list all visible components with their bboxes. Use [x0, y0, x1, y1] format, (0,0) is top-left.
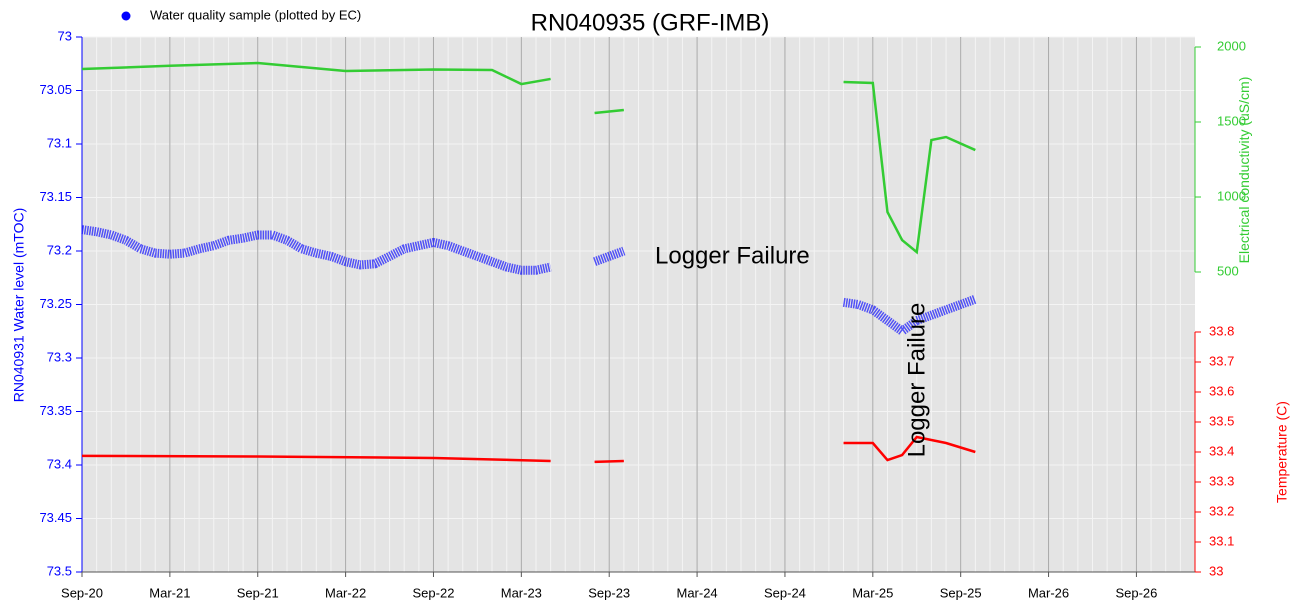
annotation: Logger Failure [903, 303, 930, 458]
x-tick-label: Mar-24 [676, 585, 717, 600]
y2-tick-label: 2000 [1217, 38, 1246, 53]
x-tick-label: Sep-22 [413, 585, 455, 600]
x-tick-label: Mar-26 [1028, 585, 1069, 600]
y3-axis-label: Temperature (C) [1274, 401, 1290, 503]
x-tick-label: Sep-20 [61, 585, 103, 600]
y-axis-label: RN040931 Water level (mTOC) [11, 208, 27, 403]
y-tick-label: 73.45 [39, 510, 72, 525]
legend-marker [121, 11, 131, 21]
x-tick-label: Mar-25 [852, 585, 893, 600]
x-tick-label: Mar-22 [325, 585, 366, 600]
y-tick-label: 73.5 [47, 563, 72, 578]
y3-tick-label: 33.5 [1209, 413, 1234, 428]
series-line [81, 61, 976, 255]
x-tick-label: Sep-21 [237, 585, 279, 600]
series-line [81, 435, 976, 464]
y-tick-label: 73.2 [47, 242, 72, 257]
x-tick-label: Mar-21 [149, 585, 190, 600]
legend-label: Water quality sample (plotted by EC) [150, 7, 361, 22]
x-tick-label: Sep-24 [764, 585, 806, 600]
y-tick-label: 73 [58, 28, 72, 43]
y3-tick-label: 33.3 [1209, 473, 1234, 488]
y3-tick-label: 33.8 [1209, 323, 1234, 338]
y3-tick-label: 33.1 [1209, 533, 1234, 548]
x-tick-label: Mar-23 [501, 585, 542, 600]
y-tick-label: 73.1 [47, 135, 72, 150]
y2-axis-label-box: Electrical conductivity (uS/cm) [1236, 76, 1252, 264]
y3-tick-label: 33.4 [1209, 443, 1234, 458]
y3-tick-label: 33.7 [1209, 353, 1234, 368]
y-tick-label: 73.15 [39, 189, 72, 204]
y-tick-label: 73.25 [39, 296, 72, 311]
x-tick-label: Sep-25 [940, 585, 982, 600]
y-tick-label: 73.4 [47, 456, 72, 471]
y3-tick-label: 33 [1209, 563, 1223, 578]
x-tick-label: Sep-26 [1115, 585, 1157, 600]
y-tick-label: 73.3 [47, 349, 72, 364]
y2-tick-label: 500 [1217, 263, 1239, 278]
y-tick-label: 73.05 [39, 82, 72, 97]
y3-tick-label: 33.6 [1209, 383, 1234, 398]
annotation: Logger Failure [655, 242, 810, 269]
y3-tick-label: 33.2 [1209, 503, 1234, 518]
y-tick-label: 73.35 [39, 403, 72, 418]
series-line [81, 225, 977, 337]
x-tick-label: Sep-23 [588, 585, 630, 600]
y2-tick-label: 1000 [1217, 188, 1246, 203]
chart-title: RN040935 (GRF-IMB) [531, 9, 770, 36]
y2-tick-label: 1500 [1217, 113, 1246, 128]
y2-axis-label: Electrical conductivity (uS/cm) [1236, 76, 1252, 264]
